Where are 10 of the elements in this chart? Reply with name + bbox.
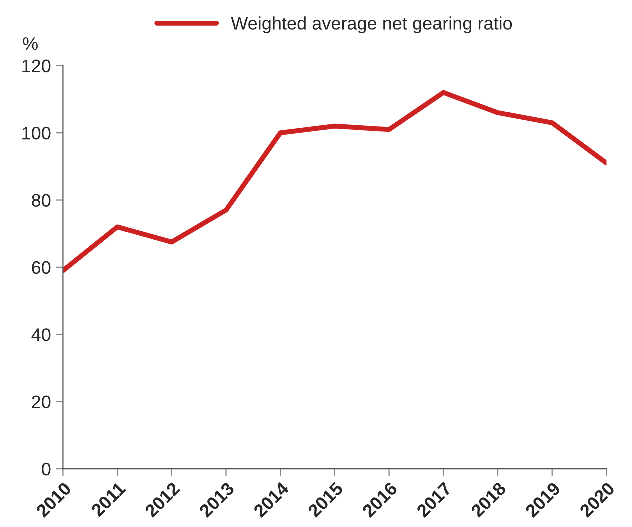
y-tick-label: 0 [42, 462, 51, 476]
y-tick-label: 100 [22, 127, 51, 140]
line-series [63, 90, 607, 274]
y-axis-title: % [23, 38, 38, 50]
legend-label: Weighted average net gearing ratio [231, 16, 512, 34]
y-tick-label: 20 [32, 396, 51, 409]
y-tick-label: 80 [32, 194, 51, 207]
y-tick-label: 120 [22, 60, 51, 73]
y-tick-label: 60 [32, 261, 51, 274]
y-tick-label: 40 [32, 328, 51, 342]
